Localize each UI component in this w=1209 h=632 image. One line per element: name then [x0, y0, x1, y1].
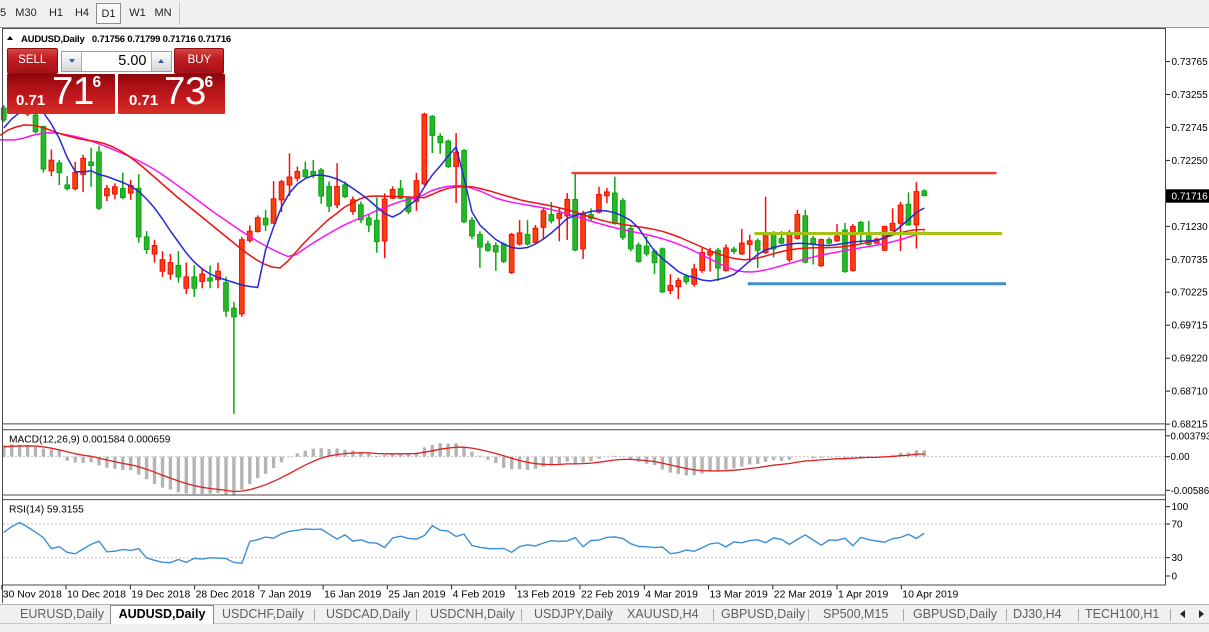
svg-text:-0.005864: -0.005864 [1171, 486, 1209, 497]
svg-text:30 Nov 2018: 30 Nov 2018 [3, 590, 62, 601]
svg-text:70: 70 [1172, 520, 1184, 531]
svg-text:30: 30 [1172, 553, 1184, 564]
svg-text:0.71230: 0.71230 [1172, 222, 1209, 233]
svg-text:22 Mar 2019: 22 Mar 2019 [774, 590, 833, 601]
svg-text:0.70735: 0.70735 [1172, 255, 1209, 266]
svg-text:4 Feb 2019: 4 Feb 2019 [453, 590, 506, 601]
svg-text:7 Jan 2019: 7 Jan 2019 [260, 590, 312, 601]
svg-text:19 Dec 2018: 19 Dec 2018 [131, 590, 190, 601]
svg-text:0.72745: 0.72745 [1172, 123, 1209, 134]
svg-text:0: 0 [1172, 572, 1178, 583]
svg-text:0.68710: 0.68710 [1172, 387, 1209, 398]
svg-text:0.69715: 0.69715 [1172, 321, 1209, 332]
svg-text:0.73765: 0.73765 [1172, 57, 1209, 68]
svg-text:1 Apr 2019: 1 Apr 2019 [838, 590, 888, 601]
svg-text:22 Feb 2019: 22 Feb 2019 [581, 590, 640, 601]
svg-text:0.71716: 0.71716 [1172, 191, 1209, 202]
svg-text:0.00: 0.00 [1171, 452, 1191, 463]
svg-text:13 Feb 2019: 13 Feb 2019 [517, 590, 576, 601]
svg-text:16 Jan 2019: 16 Jan 2019 [324, 590, 381, 601]
svg-text:0.69220: 0.69220 [1172, 354, 1209, 365]
svg-text:28 Dec 2018: 28 Dec 2018 [196, 590, 255, 601]
svg-text:RSI(14) 59.3155: RSI(14) 59.3155 [9, 505, 84, 516]
svg-text:0.003793: 0.003793 [1171, 431, 1209, 442]
svg-text:0.68215: 0.68215 [1172, 420, 1209, 431]
svg-text:0.72250: 0.72250 [1172, 156, 1209, 167]
svg-text:4 Mar 2019: 4 Mar 2019 [645, 590, 698, 601]
svg-text:25 Jan 2019: 25 Jan 2019 [388, 590, 445, 601]
svg-text:10 Dec 2018: 10 Dec 2018 [67, 590, 126, 601]
svg-text:100: 100 [1172, 502, 1189, 513]
svg-text:0.73255: 0.73255 [1172, 90, 1209, 101]
svg-text:MACD(12,26,9) 0.001584 0.00065: MACD(12,26,9) 0.001584 0.000659 [9, 435, 171, 446]
svg-text:13 Mar 2019: 13 Mar 2019 [710, 590, 769, 601]
svg-text:0.70225: 0.70225 [1172, 288, 1209, 299]
svg-text:10 Apr 2019: 10 Apr 2019 [902, 590, 958, 601]
